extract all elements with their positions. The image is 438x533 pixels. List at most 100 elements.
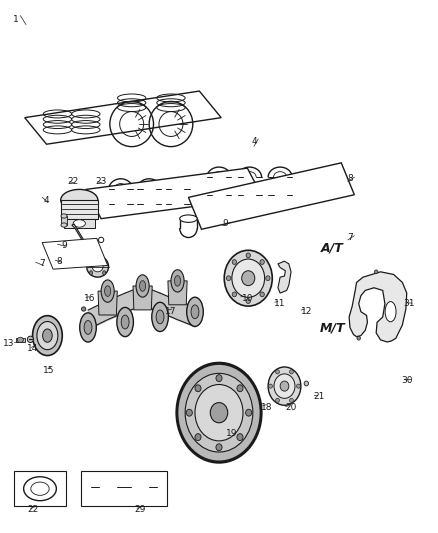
Polygon shape — [14, 471, 66, 506]
Ellipse shape — [102, 271, 106, 275]
Ellipse shape — [81, 307, 86, 311]
Ellipse shape — [266, 276, 270, 280]
Ellipse shape — [297, 384, 300, 388]
Text: 18: 18 — [261, 403, 273, 412]
Text: 7: 7 — [347, 233, 353, 242]
Ellipse shape — [195, 385, 201, 392]
Polygon shape — [98, 291, 117, 315]
Ellipse shape — [385, 302, 396, 322]
Ellipse shape — [42, 329, 52, 342]
Ellipse shape — [117, 308, 134, 337]
Polygon shape — [188, 163, 354, 229]
Text: 8: 8 — [57, 257, 63, 265]
Ellipse shape — [105, 286, 111, 296]
Ellipse shape — [87, 256, 109, 277]
Ellipse shape — [136, 275, 149, 297]
Text: 10: 10 — [242, 294, 253, 303]
Polygon shape — [72, 224, 99, 262]
Text: 19: 19 — [226, 430, 238, 439]
Ellipse shape — [32, 316, 62, 356]
Text: 4: 4 — [44, 196, 49, 205]
Ellipse shape — [280, 381, 289, 391]
Text: 22: 22 — [67, 177, 78, 186]
Ellipse shape — [89, 271, 92, 275]
Ellipse shape — [73, 220, 85, 227]
Ellipse shape — [210, 402, 228, 423]
Ellipse shape — [357, 336, 360, 340]
Polygon shape — [86, 168, 263, 219]
Ellipse shape — [216, 375, 222, 382]
Text: 13: 13 — [3, 339, 14, 348]
Text: 1: 1 — [13, 15, 19, 24]
Text: 16: 16 — [85, 294, 96, 303]
Ellipse shape — [232, 259, 265, 297]
Ellipse shape — [27, 336, 33, 343]
Text: 23: 23 — [95, 177, 107, 186]
Polygon shape — [168, 281, 187, 305]
Ellipse shape — [61, 189, 98, 211]
Ellipse shape — [237, 434, 243, 441]
Ellipse shape — [237, 385, 243, 392]
Ellipse shape — [268, 367, 301, 405]
Text: 4: 4 — [251, 137, 257, 146]
Ellipse shape — [140, 281, 146, 292]
Polygon shape — [133, 286, 152, 310]
Ellipse shape — [268, 384, 272, 388]
Ellipse shape — [246, 298, 251, 303]
Polygon shape — [42, 238, 108, 269]
Polygon shape — [61, 200, 98, 219]
Ellipse shape — [195, 434, 201, 441]
Ellipse shape — [195, 384, 243, 441]
Text: A/T: A/T — [321, 241, 344, 254]
Ellipse shape — [152, 302, 168, 332]
Ellipse shape — [121, 315, 129, 329]
Text: 9: 9 — [223, 220, 229, 229]
Text: 9: 9 — [61, 241, 67, 250]
Ellipse shape — [156, 310, 164, 324]
Text: 8: 8 — [347, 174, 353, 183]
Polygon shape — [61, 216, 67, 225]
Ellipse shape — [260, 292, 264, 297]
Ellipse shape — [80, 313, 96, 342]
Ellipse shape — [374, 270, 378, 273]
Ellipse shape — [37, 321, 58, 350]
Ellipse shape — [191, 305, 199, 319]
Text: 20: 20 — [285, 403, 297, 412]
Ellipse shape — [232, 292, 237, 297]
Ellipse shape — [61, 223, 67, 227]
Ellipse shape — [216, 444, 222, 451]
Text: 12: 12 — [300, 307, 312, 316]
Ellipse shape — [174, 276, 180, 286]
Polygon shape — [64, 219, 95, 228]
Ellipse shape — [177, 363, 261, 463]
Text: 17: 17 — [165, 307, 177, 316]
Ellipse shape — [246, 409, 252, 416]
Ellipse shape — [101, 280, 114, 302]
Ellipse shape — [92, 261, 103, 272]
Ellipse shape — [61, 214, 67, 218]
Ellipse shape — [304, 381, 308, 386]
Ellipse shape — [274, 374, 295, 398]
Text: 31: 31 — [403, 299, 415, 308]
Text: 15: 15 — [43, 366, 54, 375]
Ellipse shape — [84, 320, 92, 334]
Text: 14: 14 — [27, 344, 38, 353]
Text: 21: 21 — [314, 392, 325, 401]
Text: 30: 30 — [401, 376, 413, 385]
Ellipse shape — [232, 260, 237, 264]
Ellipse shape — [290, 370, 293, 374]
Ellipse shape — [187, 297, 203, 326]
Ellipse shape — [224, 251, 272, 306]
Polygon shape — [278, 261, 291, 293]
Text: 22: 22 — [27, 505, 38, 514]
Ellipse shape — [260, 260, 264, 264]
Ellipse shape — [276, 398, 279, 402]
Text: 29: 29 — [135, 505, 146, 514]
Polygon shape — [25, 91, 221, 144]
Ellipse shape — [290, 398, 293, 402]
Ellipse shape — [185, 373, 253, 452]
Ellipse shape — [242, 271, 255, 286]
Polygon shape — [81, 471, 166, 506]
Ellipse shape — [186, 409, 192, 416]
Text: 11: 11 — [274, 299, 286, 308]
